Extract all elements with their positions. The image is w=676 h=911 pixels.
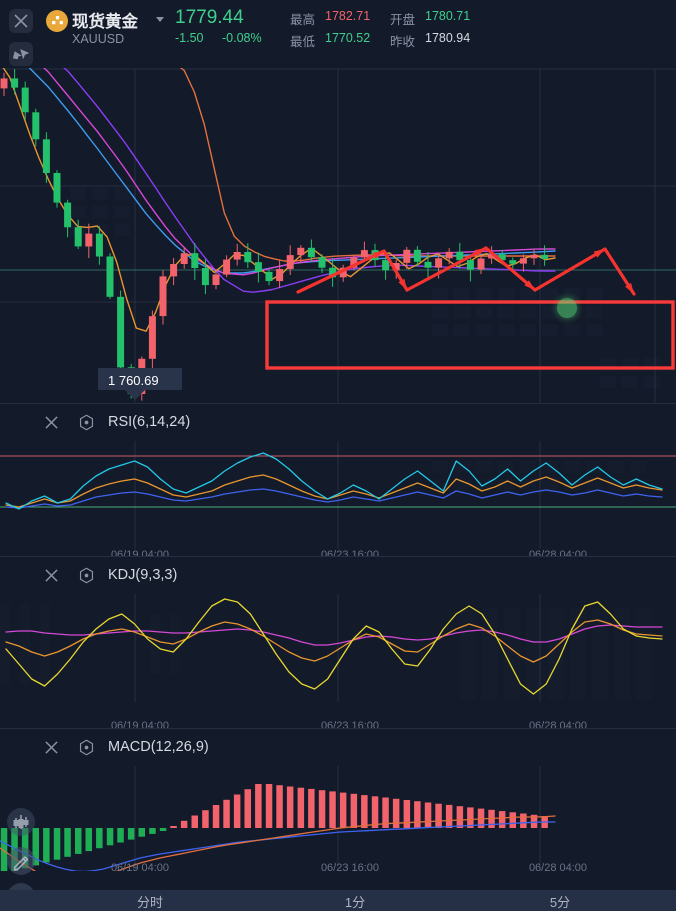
svg-text:1 760.69: 1 760.69: [108, 373, 159, 388]
